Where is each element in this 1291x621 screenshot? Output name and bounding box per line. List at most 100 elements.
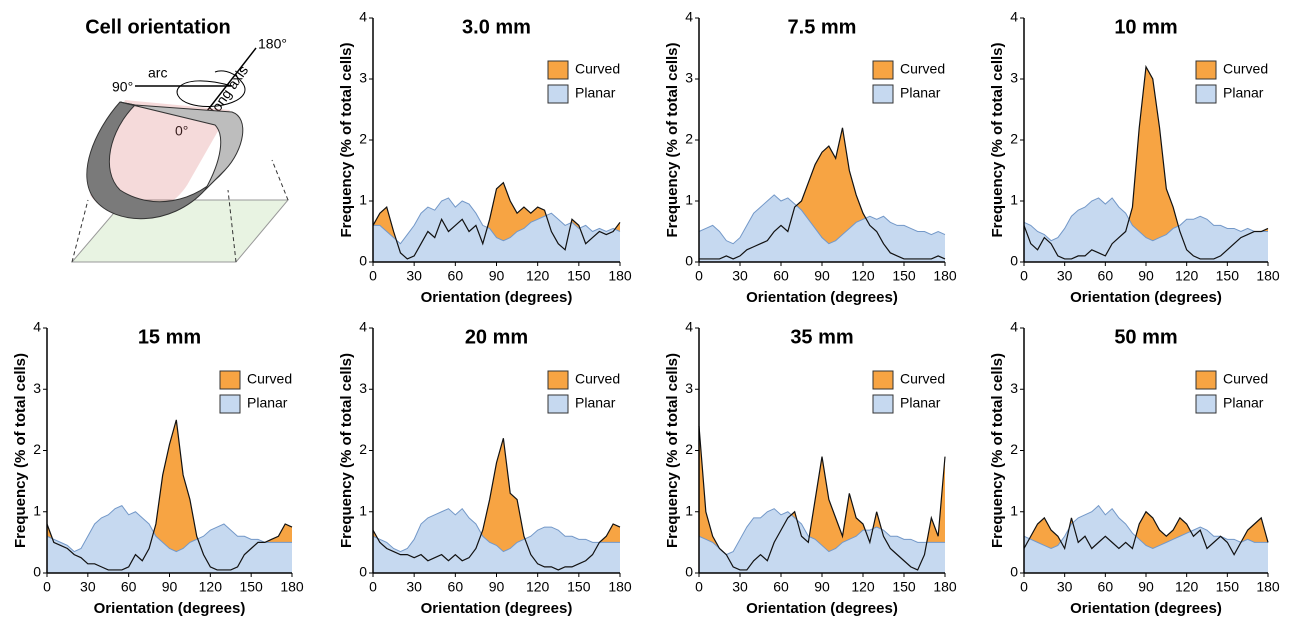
x-tick-label: 60 [121, 579, 137, 595]
curved-area [1024, 66, 1268, 262]
arc-curve [176, 70, 246, 107]
x-axis-label: Orientation (degrees) [1070, 289, 1222, 306]
legend-swatch [547, 394, 569, 414]
y-tick-label: 3 [685, 70, 693, 86]
x-axis-label: Orientation (degrees) [746, 600, 898, 617]
label-0: 0° [175, 123, 188, 139]
y-axis-label: Frequency (% of total cells) [989, 42, 1006, 237]
legend-label: Planar [247, 395, 288, 411]
x-tick-label: 0 [1020, 268, 1028, 284]
x-tick-label: 60 [773, 268, 789, 284]
y-tick-label: 2 [685, 441, 693, 457]
y-tick-label: 4 [685, 319, 693, 335]
chart-panel: 0 1 2 3 4 0 30 60 90 120 150 180 10 mm Orientation (d… [989, 9, 1280, 306]
planar-line [46, 505, 292, 553]
curved-line [699, 127, 946, 260]
x-tick-label: 90 [1138, 579, 1154, 595]
y-tick-label: 1 [359, 192, 367, 208]
y-tick-label: 0 [359, 564, 367, 580]
x-tick-label: 120 [851, 579, 875, 595]
y-tick-label: 3 [359, 70, 367, 86]
x-tick-label: 150 [239, 579, 263, 595]
planar-area [373, 508, 620, 573]
y-tick-label: 0 [1010, 253, 1018, 269]
x-tick-label: 60 [1098, 579, 1114, 595]
label-180: 180° [258, 36, 287, 52]
curved-line [46, 419, 293, 571]
y-tick-label: 2 [1010, 441, 1018, 457]
y-tick-label: 0 [359, 253, 367, 269]
y-tick-label: 1 [685, 192, 693, 208]
x-tick-label: 90 [814, 579, 830, 595]
x-tick-label: 30 [80, 579, 96, 595]
y-axis-label: Frequency (% of total cells) [664, 353, 681, 548]
legend-label: Curved [900, 61, 945, 77]
legend-swatch [872, 60, 894, 80]
y-tick-label: 0 [33, 564, 41, 580]
legend-label: Curved [247, 371, 292, 387]
legend-swatch [547, 84, 569, 104]
curved-line [1023, 510, 1269, 556]
x-tick-label: 180 [933, 579, 957, 595]
x-tick-label: 60 [448, 268, 464, 284]
curved-cells [90, 100, 230, 215]
x-tick-label: 150 [892, 579, 916, 595]
x-tick-label: 0 [369, 268, 377, 284]
chart-title: 15 mm [138, 326, 201, 348]
legend-swatch [547, 370, 569, 390]
x-tick-label: 30 [732, 268, 748, 284]
y-tick-label: 1 [685, 502, 693, 518]
x-tick-label: 90 [1138, 268, 1154, 284]
y-tick-label: 0 [1010, 564, 1018, 580]
x-tick-label: 120 [526, 268, 550, 284]
y-tick-label: 2 [359, 441, 367, 457]
legend-swatch [1195, 60, 1217, 80]
y-tick-label: 4 [1010, 9, 1018, 25]
y-tick-label: 4 [359, 9, 367, 25]
legend-label: Planar [1223, 85, 1264, 101]
curved-line [698, 425, 946, 571]
y-tick-label: 2 [33, 441, 41, 457]
chart-panel: 0 1 2 3 4 0 30 60 90 120 150 180 20 mm Orientation (d… [338, 319, 632, 617]
x-tick-label: 120 [1175, 579, 1199, 595]
y-axis-label: Frequency (% of total cells) [338, 353, 355, 548]
legend-swatch [219, 370, 241, 390]
y-axis-label: Frequency (% of total cells) [664, 42, 681, 237]
y-tick-label: 3 [359, 380, 367, 396]
projection-lines [71, 159, 289, 263]
curved-area [373, 438, 620, 573]
chart-title: 50 mm [1114, 326, 1177, 348]
x-axis-label: Orientation (degrees) [421, 289, 573, 306]
x-tick-label: 180 [608, 579, 632, 595]
legend-label: Curved [1223, 61, 1268, 77]
planar-area [1024, 505, 1268, 573]
x-tick-label: 60 [773, 579, 789, 595]
planar-line [698, 508, 945, 556]
chart-title: 20 mm [465, 326, 528, 348]
x-tick-label: 120 [526, 579, 550, 595]
x-tick-label: 180 [608, 268, 632, 284]
x-tick-label: 120 [851, 268, 875, 284]
x-tick-label: 150 [1216, 268, 1240, 284]
x-tick-label: 30 [1057, 579, 1073, 595]
legend-swatch [872, 394, 894, 414]
chart-panel: 0 1 2 3 4 0 30 60 90 120 150 180 15 mm Orientation (d… [12, 319, 304, 617]
curved-line [372, 438, 621, 571]
curved-area [699, 127, 945, 262]
x-tick-label: 120 [1175, 268, 1199, 284]
legend-label: Curved [575, 61, 620, 77]
planar-area [47, 505, 292, 573]
planar-area [373, 197, 620, 262]
x-tick-label: 90 [162, 579, 178, 595]
legend-swatch [872, 370, 894, 390]
legend-label: Planar [575, 395, 616, 411]
curved-area [47, 419, 292, 573]
x-tick-label: 0 [695, 579, 703, 595]
x-tick-label: 30 [1057, 268, 1073, 284]
x-tick-label: 0 [369, 579, 377, 595]
planar-line [1023, 504, 1268, 550]
long-axis-line [199, 47, 257, 121]
planar-line [372, 507, 620, 553]
x-tick-label: 0 [695, 268, 703, 284]
y-tick-label: 3 [33, 380, 41, 396]
